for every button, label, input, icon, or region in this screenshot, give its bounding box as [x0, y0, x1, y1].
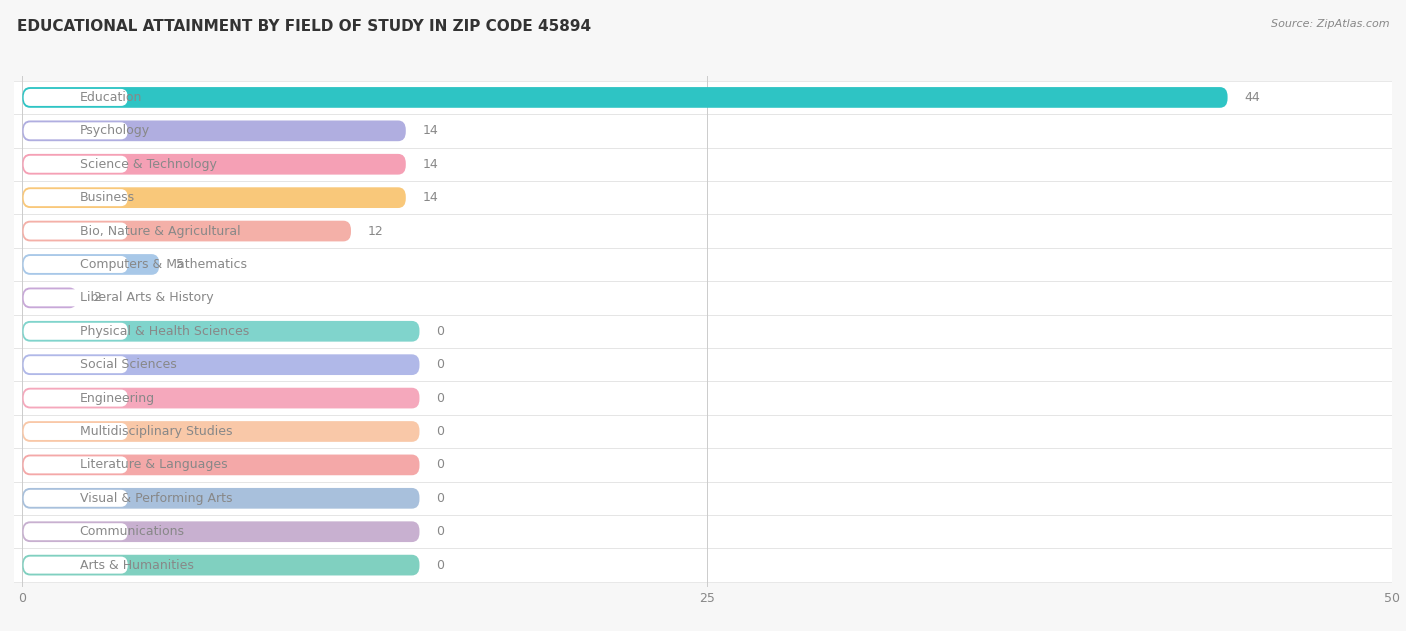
Text: 0: 0: [436, 392, 444, 404]
FancyBboxPatch shape: [22, 488, 419, 509]
FancyBboxPatch shape: [8, 215, 1406, 248]
FancyBboxPatch shape: [24, 189, 128, 206]
Text: Engineering: Engineering: [80, 392, 155, 404]
FancyBboxPatch shape: [22, 221, 351, 242]
Text: Bio, Nature & Agricultural: Bio, Nature & Agricultural: [80, 225, 240, 237]
Text: 14: 14: [422, 124, 439, 138]
Text: 0: 0: [436, 325, 444, 338]
Text: Business: Business: [80, 191, 135, 204]
FancyBboxPatch shape: [8, 181, 1406, 215]
Text: 12: 12: [367, 225, 384, 237]
Text: 0: 0: [436, 458, 444, 471]
FancyBboxPatch shape: [22, 121, 406, 141]
FancyBboxPatch shape: [8, 381, 1406, 415]
FancyBboxPatch shape: [24, 323, 128, 339]
FancyBboxPatch shape: [24, 122, 128, 139]
FancyBboxPatch shape: [24, 557, 128, 574]
FancyBboxPatch shape: [24, 523, 128, 540]
Text: 0: 0: [436, 358, 444, 371]
Text: 0: 0: [436, 525, 444, 538]
Text: Arts & Humanities: Arts & Humanities: [80, 558, 194, 572]
FancyBboxPatch shape: [24, 256, 128, 273]
FancyBboxPatch shape: [22, 555, 419, 575]
Text: 0: 0: [436, 425, 444, 438]
FancyBboxPatch shape: [8, 315, 1406, 348]
FancyBboxPatch shape: [24, 89, 128, 106]
Text: 0: 0: [436, 558, 444, 572]
Text: Communications: Communications: [80, 525, 184, 538]
FancyBboxPatch shape: [8, 114, 1406, 148]
FancyBboxPatch shape: [8, 281, 1406, 315]
FancyBboxPatch shape: [24, 156, 128, 173]
Text: Computers & Mathematics: Computers & Mathematics: [80, 258, 246, 271]
FancyBboxPatch shape: [24, 223, 128, 240]
FancyBboxPatch shape: [8, 81, 1406, 114]
FancyBboxPatch shape: [22, 154, 406, 175]
FancyBboxPatch shape: [8, 348, 1406, 381]
Text: 14: 14: [422, 191, 439, 204]
FancyBboxPatch shape: [24, 490, 128, 507]
FancyBboxPatch shape: [22, 387, 419, 408]
FancyBboxPatch shape: [22, 454, 419, 475]
Text: 0: 0: [436, 492, 444, 505]
FancyBboxPatch shape: [22, 521, 419, 542]
Text: Liberal Arts & History: Liberal Arts & History: [80, 292, 214, 304]
Text: Science & Technology: Science & Technology: [80, 158, 217, 171]
Text: Multidisciplinary Studies: Multidisciplinary Studies: [80, 425, 232, 438]
Text: Psychology: Psychology: [80, 124, 149, 138]
Text: Physical & Health Sciences: Physical & Health Sciences: [80, 325, 249, 338]
FancyBboxPatch shape: [24, 356, 128, 373]
FancyBboxPatch shape: [22, 355, 419, 375]
Text: 5: 5: [176, 258, 184, 271]
Text: Visual & Performing Arts: Visual & Performing Arts: [80, 492, 232, 505]
Text: Literature & Languages: Literature & Languages: [80, 458, 228, 471]
Text: Education: Education: [80, 91, 142, 104]
Text: EDUCATIONAL ATTAINMENT BY FIELD OF STUDY IN ZIP CODE 45894: EDUCATIONAL ATTAINMENT BY FIELD OF STUDY…: [17, 19, 591, 34]
FancyBboxPatch shape: [8, 548, 1406, 582]
Text: 44: 44: [1244, 91, 1260, 104]
FancyBboxPatch shape: [24, 423, 128, 440]
FancyBboxPatch shape: [24, 389, 128, 406]
Text: 2: 2: [94, 292, 101, 304]
FancyBboxPatch shape: [8, 481, 1406, 515]
FancyBboxPatch shape: [22, 87, 1227, 108]
FancyBboxPatch shape: [8, 415, 1406, 448]
FancyBboxPatch shape: [22, 421, 419, 442]
FancyBboxPatch shape: [8, 248, 1406, 281]
FancyBboxPatch shape: [8, 448, 1406, 481]
FancyBboxPatch shape: [22, 187, 406, 208]
Text: Source: ZipAtlas.com: Source: ZipAtlas.com: [1271, 19, 1389, 29]
FancyBboxPatch shape: [22, 254, 159, 275]
FancyBboxPatch shape: [8, 148, 1406, 181]
FancyBboxPatch shape: [22, 288, 77, 308]
FancyBboxPatch shape: [24, 456, 128, 473]
FancyBboxPatch shape: [22, 321, 419, 341]
Text: Social Sciences: Social Sciences: [80, 358, 176, 371]
Text: 14: 14: [422, 158, 439, 171]
FancyBboxPatch shape: [8, 515, 1406, 548]
FancyBboxPatch shape: [24, 290, 128, 307]
